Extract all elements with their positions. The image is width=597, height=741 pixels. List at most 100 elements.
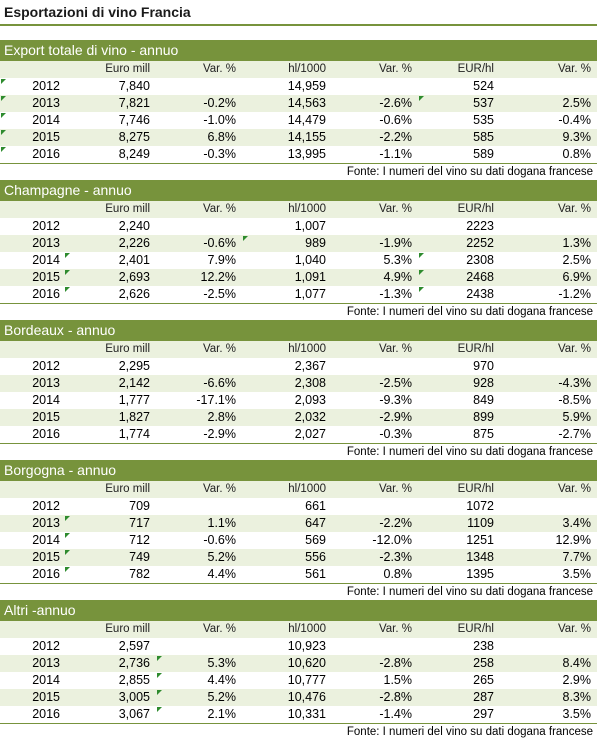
value-cell: -4.3% [558,376,591,390]
column-header: hl/1000 [288,63,326,75]
value-cell: 238 [473,639,494,653]
section-export-totale: Export totale di vino - annuo Euro mill Va… [0,40,597,180]
table-row: 2015 1,827 2.8% 2,032 -2.9% 899 5.9% [0,409,597,426]
value-cell: 14,959 [287,79,326,93]
value-cell: 3.4% [562,516,592,530]
column-header-year [0,621,64,638]
source-note: Fonte: I numeri del vino su dati dogana … [0,723,597,740]
value-cell: 561 [305,567,326,581]
table-row: 2012 2,240 1,007 2223 [0,218,597,235]
value-cell: 647 [305,516,326,530]
value-cell: 2468 [418,269,500,286]
section-title: Bordeaux - annuo [0,320,597,341]
value-cell [332,218,418,235]
value-cell [156,498,242,515]
value-cell: 2,032 [294,410,326,424]
value-cell: 2,401 [64,252,156,269]
table-row: 2016 782 4.4% 561 0.8% 1395 3.5% [0,566,597,583]
section-title: Export totale di vino - annuo [0,40,597,61]
table-row: 2015 2,693 12.2% 1,091 4.9% 2468 6.9% [0,269,597,286]
value-cell [500,78,597,95]
value-cell: -2.8% [379,656,412,670]
value-cell: -2.5% [379,376,412,390]
value-cell: 7.7% [562,550,592,564]
section-borgogna: Borgogna - annuo Euro mill Var. % hl/1000 Va… [0,460,597,600]
column-header: Var. % [557,203,591,215]
value-cell: 556 [305,550,326,564]
column-header-row: Euro mill Var. % hl/1000 Var. % EUR/hl Var. % [0,621,597,638]
column-header: Var. % [378,63,412,75]
value-cell: -1.3% [379,287,412,301]
column-header-year [0,201,64,218]
year-cell: 2012 [0,78,64,95]
value-cell: 7,821 [118,96,150,110]
year-cell: 2014 [32,393,60,407]
value-cell [500,358,597,375]
column-header: Var. % [557,63,591,75]
value-cell: 14,155 [287,130,326,144]
value-cell: -0.6% [203,236,236,250]
value-cell [500,638,597,655]
year-cell: 2014 [0,112,64,129]
source-note: Fonte: I numeri del vino su dati dogana … [0,443,597,460]
value-cell: 2308 [418,252,500,269]
title-divider [0,24,597,26]
year-cell: 2014 [32,253,60,267]
value-cell: 2,295 [118,359,150,373]
value-cell: 2.5% [562,253,592,267]
value-cell: -2.6% [379,96,412,110]
value-cell: -1.0% [203,113,236,127]
column-header: Var. % [202,483,236,495]
value-cell: 535 [473,113,494,127]
value-cell [156,358,242,375]
value-cell: 2.1% [156,706,242,723]
column-header: Var. % [378,203,412,215]
year-cell: 2013 [0,95,64,112]
column-header: Euro mill [105,483,150,495]
value-cell: 10,777 [287,673,326,687]
column-header: hl/1000 [288,623,326,635]
section-altri: Altri -annuo Euro mill Var. % hl/1000 Var. %… [0,600,597,740]
value-cell: 3,067 [118,707,150,721]
table-row: 2015 749 5.2% 556 -2.3% 1348 7.7% [0,549,597,566]
column-header: EUR/hl [457,623,494,635]
value-cell: 12.2% [200,270,236,284]
value-cell: 2.9% [562,673,592,687]
value-cell: -2.2% [379,516,412,530]
column-header: Euro mill [105,63,150,75]
table-row: 2012 7,840 14,959 524 [0,78,597,95]
table-row: 2016 1,774 -2.9% 2,027 -0.3% 875 -2.7% [0,426,597,443]
value-cell: 8,249 [118,147,150,161]
value-cell: 1,007 [294,219,326,233]
value-cell: 4.9% [383,270,413,284]
value-cell: 717 [64,515,156,532]
column-header: Euro mill [105,203,150,215]
table-row: 2016 2,626 -2.5% 1,077 -1.3% 2438 -1.2% [0,286,597,303]
column-header: EUR/hl [457,483,494,495]
table-row: 2014 2,401 7.9% 1,040 5.3% 2308 2.5% [0,252,597,269]
column-header: EUR/hl [457,63,494,75]
value-cell: 2,597 [118,639,150,653]
table-row: 2016 8,249 -0.3% 13,995 -1.1% 589 0.8% [0,146,597,163]
year-cell: 2013 [32,656,60,670]
value-cell: 2,626 [64,286,156,303]
value-cell: 0.8% [383,567,413,581]
section-title: Champagne - annuo [0,180,597,201]
column-header: Var. % [378,623,412,635]
value-cell: 1251 [466,533,494,547]
value-cell: 1348 [466,550,494,564]
value-cell: 7.9% [207,253,237,267]
value-cell: -2.2% [379,130,412,144]
value-cell [156,78,242,95]
table-row: 2015 3,005 5.2% 10,476 -2.8% 287 8.3% [0,689,597,706]
column-header: hl/1000 [288,483,326,495]
column-header-year [0,481,64,498]
value-cell: -1.9% [379,236,412,250]
column-header: EUR/hl [457,343,494,355]
year-cell: 2013 [32,516,60,530]
value-cell: -2.8% [379,690,412,704]
value-cell: 258 [473,656,494,670]
year-cell: 2015 [0,129,64,146]
year-cell: 2016 [0,146,64,163]
value-cell: 2,367 [294,359,326,373]
